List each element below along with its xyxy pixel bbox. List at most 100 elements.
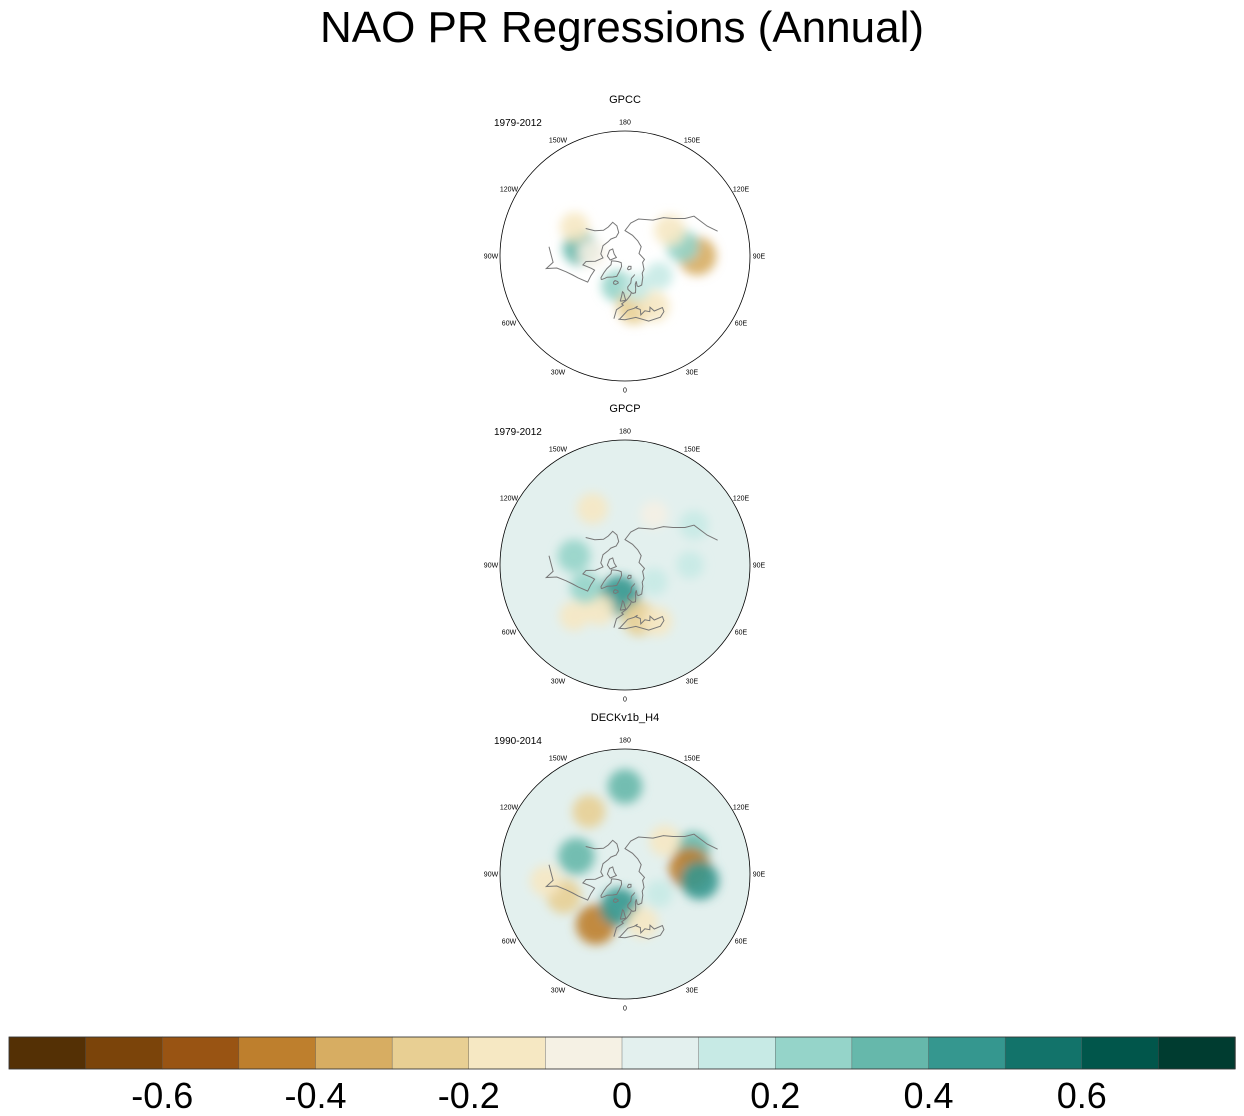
longitude-label: 90W bbox=[484, 563, 499, 570]
longitude-label: 30W bbox=[551, 679, 566, 686]
contour-fill bbox=[557, 539, 591, 573]
coastline bbox=[613, 583, 636, 628]
longitude-label: 90E bbox=[753, 254, 766, 261]
longitude-label: 180 bbox=[619, 120, 631, 127]
longitude-label: 150W bbox=[549, 138, 568, 145]
longitude-label: 180 bbox=[619, 429, 631, 436]
coastline bbox=[624, 215, 718, 294]
longitude-label: 150E bbox=[684, 447, 701, 454]
coastline bbox=[619, 599, 627, 611]
longitude-label: 150W bbox=[549, 447, 568, 454]
colorbar-swatch bbox=[1158, 1036, 1236, 1070]
contour-fill bbox=[569, 572, 602, 604]
coastline bbox=[544, 530, 620, 592]
longitude-label: 60W bbox=[502, 321, 517, 328]
contour-fill bbox=[649, 825, 681, 857]
coastline bbox=[600, 878, 623, 899]
panel-title: GPCP bbox=[609, 403, 641, 415]
map-background bbox=[500, 749, 750, 999]
coastline bbox=[606, 866, 618, 879]
map-background bbox=[500, 440, 750, 690]
colorbar-tick-label: 0.6 bbox=[1057, 1075, 1107, 1116]
contour-fill bbox=[642, 606, 673, 637]
coastline bbox=[626, 883, 632, 889]
polar-map-gpcp: 180 150E 120E 90E 60E 30E 0 30W 60W 90W 120W 150W bbox=[484, 429, 766, 704]
contour-fill bbox=[607, 769, 643, 804]
colorbar-tick-label: -0.2 bbox=[438, 1075, 500, 1116]
coastline bbox=[626, 574, 632, 580]
coastline bbox=[626, 265, 632, 271]
colorbar-swatch bbox=[545, 1036, 623, 1070]
polar-map-gpcc: 180 150E 120E 90E 60E 30E 0 30W 60W 90W 120W 150W bbox=[484, 120, 766, 395]
colorbar-swatch bbox=[621, 1036, 700, 1070]
panel-deckv1b-h4: DECKv1b_H4 1990-2014 180 150E 120E 90E 60E 30… bbox=[470, 712, 780, 1012]
colorbar-tick-label: 0.2 bbox=[750, 1075, 800, 1116]
map-boundary bbox=[499, 439, 751, 691]
longitude-label: 60E bbox=[735, 630, 748, 637]
longitude-label: 30E bbox=[686, 370, 699, 377]
colorbar-tick-label: -0.6 bbox=[131, 1075, 193, 1116]
coastline bbox=[618, 614, 665, 631]
contour-fill bbox=[676, 551, 704, 579]
contour-fill bbox=[622, 273, 651, 302]
coastline bbox=[600, 569, 623, 590]
colorbar-swatch bbox=[238, 1036, 317, 1070]
contour-fill bbox=[530, 865, 562, 897]
colorbar-swatch bbox=[162, 1036, 240, 1070]
panel-gpcc: GPCC 1979-2012 180 150E 120E 90E 60E 30E 0 30W 6… bbox=[470, 94, 780, 394]
coastline bbox=[613, 274, 636, 319]
colorbar-tick-label: -0.4 bbox=[284, 1075, 346, 1116]
contour-fill bbox=[559, 601, 589, 631]
longitude-label: 0 bbox=[623, 388, 627, 395]
colorbar-swatch bbox=[391, 1036, 470, 1070]
contour-fill bbox=[640, 500, 668, 529]
colorbar-swatch bbox=[315, 1036, 393, 1070]
contour-fill bbox=[654, 214, 686, 246]
longitude-label: 30W bbox=[551, 988, 566, 995]
longitude-label: 150W bbox=[549, 756, 568, 763]
longitude-label: 90W bbox=[484, 872, 499, 879]
coastline bbox=[544, 839, 620, 901]
longitude-label: 90W bbox=[484, 254, 499, 261]
longitude-label: 120W bbox=[500, 805, 519, 812]
longitude-label: 60W bbox=[502, 630, 517, 637]
contour-fill bbox=[559, 212, 590, 242]
longitude-label: 60E bbox=[735, 321, 748, 328]
coastline bbox=[618, 305, 665, 322]
coastline bbox=[619, 908, 627, 920]
longitude-label: 150E bbox=[684, 138, 701, 145]
longitude-label: 180 bbox=[619, 738, 631, 745]
contour-fill bbox=[640, 567, 668, 596]
colorbar-tick-label: 0.4 bbox=[903, 1075, 953, 1116]
longitude-label: 150E bbox=[684, 756, 701, 763]
longitude-label: 0 bbox=[623, 697, 627, 704]
contour-fill bbox=[558, 837, 595, 875]
colorbar-frame bbox=[8, 1036, 1236, 1070]
coastline bbox=[613, 892, 636, 937]
longitude-label: 60W bbox=[502, 939, 517, 946]
coastline bbox=[612, 898, 619, 904]
longitude-label: 120E bbox=[733, 187, 750, 194]
panel-title: GPCC bbox=[609, 94, 641, 106]
coastline bbox=[624, 833, 718, 912]
colorbar-swatch bbox=[468, 1036, 547, 1070]
longitude-label: 30E bbox=[686, 988, 699, 995]
coastline bbox=[612, 280, 619, 286]
longitude-label: 30E bbox=[686, 679, 699, 686]
longitude-label: 120E bbox=[733, 496, 750, 503]
coastline bbox=[624, 524, 718, 603]
colorbar-swatch bbox=[85, 1036, 163, 1070]
map-boundary bbox=[499, 748, 751, 1000]
panel-title: DECKv1b_H4 bbox=[590, 712, 660, 724]
colorbar-swatch bbox=[8, 1036, 87, 1070]
colorbar-swatch bbox=[775, 1036, 853, 1070]
colorbar-tick-label: 0 bbox=[612, 1075, 632, 1116]
coastline bbox=[618, 923, 665, 940]
coastline bbox=[600, 260, 623, 281]
panel-period: 1979-2012 bbox=[494, 118, 542, 129]
longitude-label: 30W bbox=[551, 370, 566, 377]
colorbar-swatch bbox=[851, 1036, 930, 1070]
longitude-label: 90E bbox=[753, 563, 766, 570]
colorbar-swatch bbox=[928, 1036, 1006, 1070]
contour-fill bbox=[627, 907, 659, 939]
